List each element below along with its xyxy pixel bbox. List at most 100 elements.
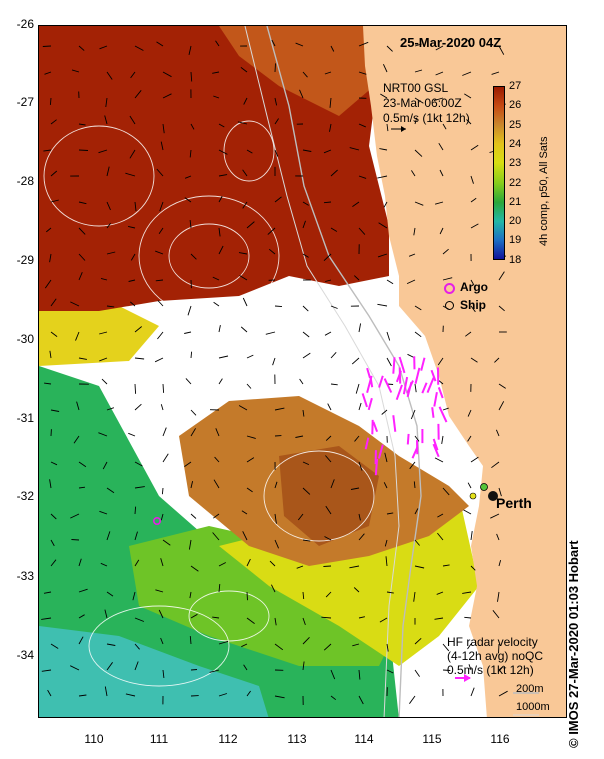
sst-teal-region	[39, 626, 269, 717]
radar-legend-line1: HF radar velocity	[447, 635, 538, 649]
current-vector	[218, 640, 229, 645]
colorbar-tick-label: 27	[509, 80, 522, 92]
current-vector	[134, 559, 140, 567]
current-vector	[190, 565, 199, 572]
longitude-tick-label: 114	[354, 732, 374, 746]
current-vector	[190, 669, 198, 671]
current-vector	[433, 97, 444, 102]
current-legend-line2: 23-Mar 06:00Z	[383, 96, 462, 110]
current-legend-line3: 0.5m/s (1kt 12h)	[383, 111, 470, 125]
current-vector	[325, 505, 332, 515]
map-title: 25-Mar-2020 04Z	[400, 35, 502, 50]
longitude-tick-label: 112	[218, 732, 238, 746]
current-vector	[71, 539, 80, 541]
current-vector	[498, 271, 505, 281]
radar-vector	[420, 357, 426, 371]
current-vector	[78, 149, 89, 151]
current-vector	[295, 42, 304, 47]
current-vector	[189, 220, 192, 229]
current-vector	[218, 149, 228, 155]
colorbar-tick-label: 21	[509, 195, 522, 208]
current-vector	[73, 435, 80, 444]
current-vector	[274, 407, 285, 411]
radar-vector	[367, 397, 373, 411]
current-vector	[134, 617, 145, 622]
current-vector	[274, 63, 276, 73]
current-vector	[358, 669, 361, 680]
latitude-tick-label: -29	[16, 253, 34, 267]
current-vector	[302, 352, 311, 359]
current-vector	[434, 201, 444, 205]
current-vector	[409, 461, 416, 470]
current-vector	[70, 513, 80, 519]
current-vector	[330, 695, 337, 701]
current-vector	[466, 119, 472, 125]
current-vector	[240, 67, 248, 73]
current-vector	[321, 616, 332, 619]
current-vector	[414, 69, 423, 73]
current-vector	[386, 357, 392, 367]
current-vector	[384, 539, 388, 547]
current-vector	[106, 407, 115, 411]
current-vector	[358, 175, 367, 179]
current-vector	[329, 97, 332, 108]
current-vector	[325, 591, 332, 598]
current-vector	[410, 409, 416, 420]
argo-legend-label: Argo	[460, 280, 488, 294]
current-vector	[218, 123, 225, 128]
current-vector	[414, 97, 424, 104]
sst-map[interactable]	[39, 26, 567, 718]
current-vector	[353, 275, 360, 281]
current-vector	[358, 513, 361, 521]
radar-vector	[421, 382, 428, 394]
current-vector	[350, 487, 360, 490]
current-vector	[349, 565, 360, 569]
current-vector	[383, 201, 388, 208]
current-vector	[190, 253, 197, 260]
current-vector	[470, 456, 479, 463]
current-vector	[212, 276, 220, 281]
current-vector	[125, 172, 136, 177]
map-frame: 27 26 25 24 23 22 21 20 19 18 4h comp, p50, All S…	[38, 25, 567, 718]
current-vector	[324, 331, 332, 336]
current-vector	[408, 253, 416, 257]
current-vector	[491, 71, 500, 75]
current-vector	[50, 119, 57, 125]
current-vector	[213, 95, 220, 99]
current-vector	[134, 45, 144, 51]
radar-vector	[366, 375, 373, 394]
current-vector	[274, 617, 277, 626]
current-vector	[78, 201, 87, 205]
current-vector	[50, 461, 58, 466]
current-vector	[129, 149, 136, 159]
current-vector	[237, 121, 248, 125]
current-vector	[330, 669, 336, 680]
current-vector	[104, 115, 108, 125]
current-vector	[70, 665, 80, 671]
current-vector	[49, 253, 52, 263]
current-vector	[302, 661, 305, 671]
current-vector	[209, 669, 220, 673]
current-vector	[41, 617, 52, 620]
credit-text: © IMOS 27-Mar-2020 01:03 Hobart	[566, 540, 581, 748]
longitude-tick-label: 111	[149, 732, 169, 746]
current-vector	[302, 220, 306, 229]
current-vector	[268, 248, 276, 255]
argo-legend-icon	[444, 283, 455, 294]
colorbar-tick-label: 20	[509, 215, 522, 228]
current-vector	[442, 643, 450, 652]
current-vector	[50, 559, 57, 567]
current-vector	[218, 325, 221, 333]
radar-vector	[406, 380, 414, 394]
current-vector	[190, 513, 197, 519]
hf-radar-vectors	[361, 356, 448, 476]
current-vector	[439, 169, 444, 177]
current-vector	[411, 170, 416, 177]
current-vector	[215, 40, 220, 47]
current-vector	[494, 357, 500, 363]
current-vector	[190, 351, 193, 359]
current-vector	[380, 93, 388, 99]
current-vector	[463, 509, 472, 515]
current-vector	[161, 487, 164, 495]
ship-legend-label: Ship	[460, 298, 486, 312]
